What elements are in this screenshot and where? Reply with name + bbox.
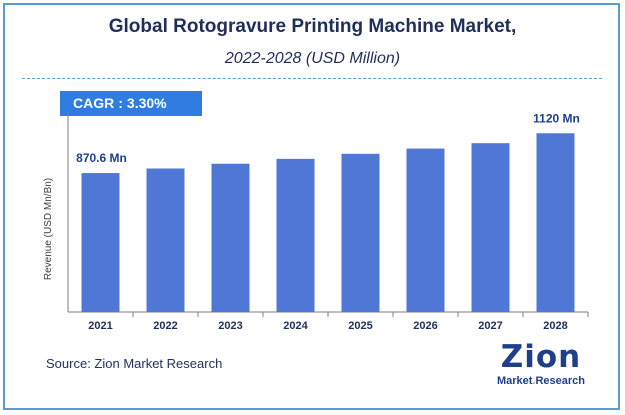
logo-tagline-right: Research xyxy=(535,375,586,387)
title-divider xyxy=(22,78,602,79)
x-tick-label-2023: 2023 xyxy=(218,320,242,332)
x-tick-label-2022: 2022 xyxy=(153,320,177,332)
logo-tagline-dot: . xyxy=(532,375,536,387)
x-tick-label-2028: 2028 xyxy=(543,320,567,332)
logo-tagline: Market.Research xyxy=(491,375,591,387)
logo-wordmark: Zion xyxy=(500,339,582,375)
logo-tagline-left: Market xyxy=(496,375,533,387)
bar-2024 xyxy=(276,158,315,312)
bar-2025 xyxy=(341,153,380,312)
zion-logo: Zion Market.Research xyxy=(491,340,591,396)
data-label-2021: 870.6 Mn xyxy=(76,151,127,165)
cagr-badge: CAGR:3.30% xyxy=(60,91,202,116)
bar-2022 xyxy=(146,168,185,312)
cagr-label: CAGR xyxy=(73,95,115,111)
bar-2027 xyxy=(471,143,510,312)
y-axis-title: Revenue (USD Mn/Bn) xyxy=(43,178,54,280)
bar-2028 xyxy=(536,133,575,312)
bar-2026 xyxy=(406,148,445,312)
source-note: Source: Zion Market Research xyxy=(46,356,223,371)
chart-title: Global Rotogravure Printing Machine Mark… xyxy=(108,16,517,37)
data-label-2028: 1120 Mn xyxy=(533,111,580,125)
bar-2021 xyxy=(81,173,120,312)
x-tick-label-2026: 2026 xyxy=(413,320,437,332)
cagr-value: 3.30% xyxy=(126,95,167,111)
chart-subtitle: 2022-2028 (USD Million) xyxy=(224,50,401,67)
cagr-separator: : xyxy=(118,95,123,111)
x-tick-label-2021: 2021 xyxy=(88,320,112,332)
x-tick-label-2025: 2025 xyxy=(348,320,372,332)
bar-2023 xyxy=(211,163,250,312)
x-tick-label-2027: 2027 xyxy=(478,320,502,332)
x-tick-label-2024: 2024 xyxy=(283,320,308,332)
